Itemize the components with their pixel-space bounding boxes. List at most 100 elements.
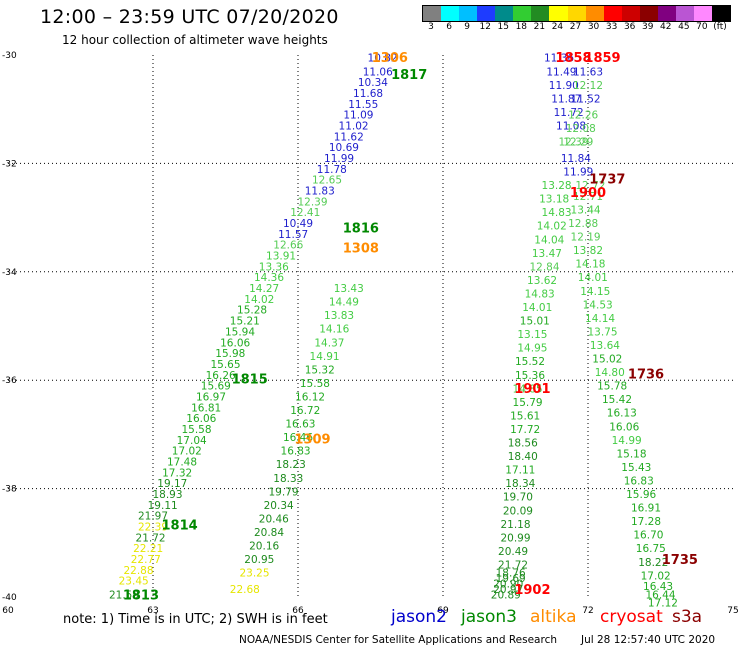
swh-label: 22.88	[123, 565, 153, 577]
swh-label: 20.09	[503, 505, 533, 517]
swh-label: 17.04	[177, 435, 207, 447]
swh-label: 15.52	[515, 356, 545, 368]
swh-label: 12.29	[563, 137, 593, 149]
pass-time-label: 1814	[161, 518, 197, 533]
swh-label: 23.45	[119, 576, 149, 588]
legend-label: 21	[533, 22, 546, 32]
pass-time-label: 1736	[628, 368, 664, 383]
swh-label: 14.04	[534, 234, 564, 246]
swh-label: 15.79	[513, 397, 543, 409]
swh-label: 15.01	[520, 316, 550, 328]
page-subtitle: 12 hour collection of altimeter wave hei…	[62, 33, 328, 47]
swh-label: 18.76	[496, 568, 526, 580]
swh-label: 15.36	[515, 370, 545, 382]
swh-label: 15.28	[237, 305, 267, 317]
swh-label: 17.11	[505, 465, 535, 477]
swh-label: 22.77	[131, 554, 161, 566]
swh-label: 13.64	[590, 340, 620, 352]
time-labels: 1306 1817 1816 1308 1815 1309 1814 1813 18581859…	[123, 51, 698, 603]
y-tick-label: -40	[2, 593, 17, 603]
swh-label: 18.22	[638, 557, 668, 569]
swh-label: 11.63	[573, 66, 603, 78]
swh-label: 14.01	[578, 272, 608, 284]
swh-label: 14.02	[244, 294, 274, 306]
swh-label: 19.70	[503, 492, 533, 504]
swh-label: 15.65	[210, 359, 240, 371]
swh-label: 11.83	[305, 186, 335, 198]
timestamp: Jul 28 12:57:40 UTC 2020	[581, 634, 716, 646]
swh-label: 12.66	[273, 240, 303, 252]
swh-label: 15.21	[230, 316, 260, 328]
legend-label: 42	[660, 22, 672, 32]
swh-label: 11.57	[278, 229, 308, 241]
swh-label: 18.40	[508, 451, 538, 463]
swh-label: 16.13	[607, 408, 637, 420]
swh-label: 15.96	[626, 489, 656, 501]
swh-label: 15.42	[602, 394, 632, 406]
swh-label: 16.26	[206, 370, 236, 382]
swh-label: 16.06	[609, 421, 639, 433]
swh-label: 13.18	[539, 194, 569, 206]
swh-label: 11.84	[561, 153, 591, 165]
swh-label: 16.43	[643, 581, 673, 593]
page-title: 12:00 – 23:59 UTC 07/20/2020	[40, 6, 339, 28]
swh-label: 22.21	[133, 543, 163, 555]
swh-label: 15.43	[621, 462, 651, 474]
swh-label: 12.72	[575, 180, 605, 192]
swh-label: 20.97	[493, 584, 523, 596]
swh-label: 14.37	[314, 337, 344, 349]
swh-label: 22.39	[138, 522, 168, 534]
swh-label: 14.16	[319, 324, 349, 336]
legend-label: 12	[479, 22, 491, 32]
pass-time-label: 1737	[589, 173, 625, 188]
swh-label: 17.72	[510, 424, 540, 436]
legend-cryosat: cryosat	[600, 607, 663, 627]
swh-label: 14.27	[249, 283, 279, 295]
swh-label: 12.88	[568, 218, 598, 230]
swh-label: 18.33	[273, 473, 303, 485]
swh-label: 12.08	[566, 123, 596, 135]
swh-label: 13.83	[324, 310, 354, 322]
grid-lines	[8, 55, 733, 597]
swh-label: 15.78	[597, 381, 627, 393]
legend-swatch	[423, 6, 442, 21]
swh-label: 19.11	[148, 500, 178, 512]
swh-label: 11.49	[546, 66, 576, 78]
swh-label: 16.63	[285, 419, 315, 431]
legend-swatch	[657, 6, 676, 21]
legend-jason2: jason2	[391, 607, 447, 627]
swh-label: 16.91	[631, 503, 661, 515]
swh-label: 20.90	[493, 578, 523, 590]
swh-label: 14.83	[525, 288, 555, 300]
swh-label: 19.79	[268, 486, 298, 498]
legend-swatch	[477, 6, 496, 21]
pass-time-label: 1813	[123, 588, 159, 603]
legend-swatch	[441, 6, 460, 21]
swh-label: 15.58	[181, 424, 211, 436]
legend-label: 30	[587, 22, 600, 32]
legend-label: 39	[642, 22, 654, 32]
swh-label: 14.53	[583, 299, 613, 311]
legend-label: (ft)	[713, 22, 727, 32]
x-tick-label: 69	[437, 606, 449, 616]
swh-label: 11.87	[551, 93, 581, 105]
swh-label: 11.72	[554, 107, 584, 119]
legend-swatch	[459, 6, 478, 21]
legend-swatch	[621, 6, 640, 21]
swh-label: 18.34	[505, 478, 535, 490]
pass-time-label: 1816	[343, 221, 379, 236]
swh-label: 23.25	[239, 568, 269, 580]
swh-label: 12.26	[568, 110, 598, 122]
swh-label: 16.75	[636, 543, 666, 555]
pass-time-label: 1309	[294, 433, 330, 448]
pass-time-label: 1858	[555, 51, 591, 66]
x-tick-label: 66	[292, 606, 304, 616]
y-tick-label: -30	[2, 51, 17, 61]
legend-swatch	[693, 6, 712, 21]
y-tick-label: -32	[2, 159, 17, 169]
swh-label: 11.78	[317, 164, 347, 176]
swh-label: 14.49	[329, 297, 359, 309]
swh-label: 11.55	[348, 99, 378, 111]
swh-label: 20.95	[244, 554, 274, 566]
swh-label: 13.28	[542, 180, 572, 192]
